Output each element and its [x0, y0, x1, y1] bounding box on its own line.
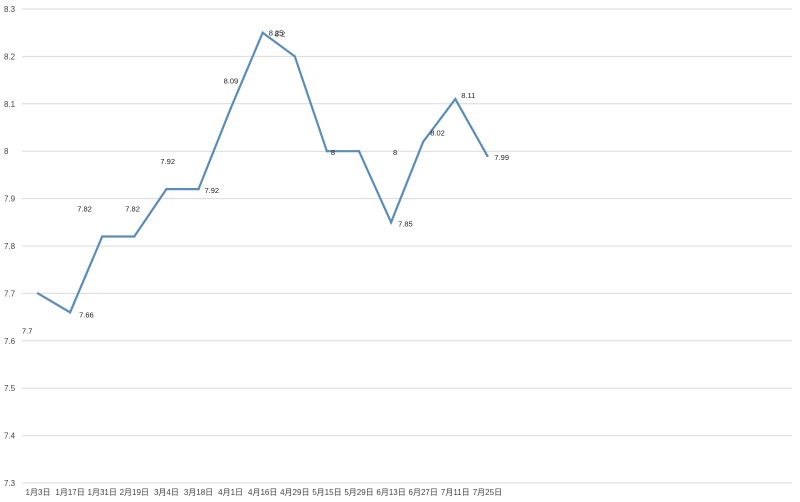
y-tick-label: 7.3	[4, 479, 16, 488]
data-point	[165, 187, 168, 191]
data-point	[229, 107, 232, 110]
data-labels: 7.7 7.66 7.82 7.82 7.92 7.92 8.09 8.258.2 8 8 7.85…	[22, 29, 509, 336]
data-point	[389, 221, 393, 224]
x-tick-label: 4月29日	[280, 488, 309, 497]
data-point	[133, 235, 136, 238]
y-tick-label: 8	[4, 147, 9, 156]
data-point	[357, 150, 361, 153]
x-tick-label: 3月18日	[184, 488, 213, 497]
data-label: 8	[393, 148, 397, 157]
x-tick-label: 4月16日	[248, 488, 277, 497]
data-point	[454, 97, 457, 101]
x-tick-label: 5月15日	[312, 488, 341, 497]
data-point	[197, 187, 200, 191]
data-point	[261, 31, 264, 34]
data-label: 8.09	[224, 77, 239, 86]
y-tick-label: 8.1	[4, 100, 16, 109]
data-label: 7.66	[79, 310, 94, 319]
data-label: 7.85	[398, 219, 413, 228]
x-tick-label: 7月25日	[473, 488, 502, 497]
data-point	[325, 150, 329, 153]
series-line	[37, 30, 489, 314]
x-tick-label: 3月4日	[154, 488, 179, 497]
y-tick-label: 7.9	[4, 195, 16, 204]
data-label: 7.99	[494, 153, 509, 162]
data-point	[101, 235, 104, 238]
data-label: 8.11	[461, 91, 475, 100]
data-point	[486, 154, 489, 158]
data-label: 7.92	[160, 157, 175, 166]
y-axis-ticks: 7.3 7.4 7.5 7.6 7.7 7.8 7.9 8 8.1 8.2 8.3	[4, 5, 16, 488]
y-tick-label: 7.6	[4, 337, 16, 346]
x-tick-label: 5月29日	[344, 488, 373, 497]
data-label: 7.7	[22, 326, 32, 335]
data-label: 8	[331, 148, 335, 157]
y-tick-label: 7.7	[4, 289, 16, 298]
x-tick-label: 1月3日	[26, 488, 51, 497]
y-tick-label: 8.3	[4, 5, 16, 14]
y-tick-label: 7.8	[4, 242, 16, 251]
data-label: 7.82	[77, 205, 92, 214]
x-tick-label: 2月19日	[120, 488, 149, 497]
y-tick-label: 8.2	[4, 52, 16, 61]
x-tick-label: 6月13日	[376, 488, 405, 497]
series	[36, 30, 489, 314]
y-tick-label: 7.5	[4, 384, 16, 393]
x-tick-label: 4月1日	[218, 488, 243, 497]
data-label: 8.2	[275, 29, 285, 38]
data-point	[422, 140, 425, 143]
data-point	[293, 55, 296, 58]
data-label: 8.02	[430, 129, 445, 138]
data-label: 7.82	[125, 205, 140, 214]
data-point	[36, 292, 40, 295]
gridlines	[22, 8, 792, 484]
data-label: 7.92	[205, 186, 220, 195]
data-point	[68, 311, 72, 314]
x-tick-label: 1月17日	[55, 488, 84, 497]
x-tick-label: 6月27日	[409, 488, 438, 497]
x-axis-ticks: 1月3日 1月17日 1月31日 2月19日 3月4日 3月18日 4月1日 4月16日 4月2…	[26, 488, 503, 497]
x-tick-label: 7月11日	[441, 488, 470, 497]
x-tick-label: 1月31日	[88, 488, 117, 497]
y-tick-label: 7.4	[4, 432, 16, 441]
data-label: 8.25	[269, 29, 284, 38]
